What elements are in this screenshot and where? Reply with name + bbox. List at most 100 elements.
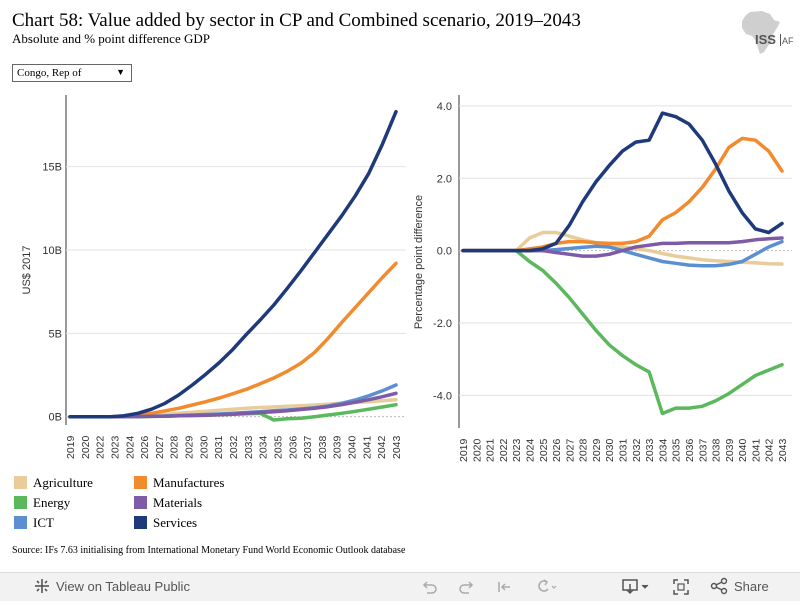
x-tick-label: 2039 <box>332 435 344 459</box>
legend-label: ICT <box>33 515 54 530</box>
legend-item-services[interactable]: Services <box>134 514 197 532</box>
x-tick-label: 2042 <box>764 438 776 462</box>
series-line-energy <box>461 248 784 416</box>
x-tick-label: 2038 <box>317 435 329 459</box>
x-tick-label: 2022 <box>498 438 510 462</box>
revert-button[interactable] <box>496 573 514 601</box>
series-line-agriculture <box>461 230 784 266</box>
x-tick-label: 2020 <box>80 435 92 459</box>
source-note: Source: IFs 7.63 initialising from Inter… <box>12 545 406 556</box>
legend-swatch <box>14 496 27 509</box>
x-tick-label: 2031 <box>618 438 630 462</box>
logo-text-afi: AFI <box>782 36 794 46</box>
x-tick-label: 2022 <box>95 435 107 459</box>
series-line-services <box>68 109 398 419</box>
x-tick-label: 2034 <box>258 435 270 459</box>
x-tick-label: 2032 <box>631 438 643 462</box>
x-tick-label: 2031 <box>213 435 225 459</box>
view-on-tableau-button[interactable]: View on Tableau Public <box>34 573 190 601</box>
legend-label: Energy <box>33 495 71 510</box>
legend-label: Manufactures <box>153 475 225 490</box>
legend: Agriculture Manufactures Energy Material… <box>14 474 314 534</box>
legend-item-materials[interactable]: Materials <box>134 494 202 512</box>
logo-text: ISS <box>755 32 776 47</box>
series-line-ict <box>461 239 784 268</box>
chart-title: Chart 58: Value added by sector in CP an… <box>12 10 581 31</box>
legend-item-ict[interactable]: ICT <box>14 514 54 532</box>
share-label: Share <box>734 579 769 594</box>
legend-swatch <box>14 476 27 489</box>
x-tick-label: 2023 <box>511 438 523 462</box>
x-tick-label: 2043 <box>391 435 403 459</box>
x-tick-label: 2021 <box>485 438 497 462</box>
redo-button[interactable] <box>458 573 476 601</box>
share-icon <box>710 577 728 595</box>
undo-icon <box>422 581 437 594</box>
fullscreen-button[interactable] <box>672 573 690 601</box>
x-tick-label: 2040 <box>737 438 749 462</box>
x-tick-label: 2026 <box>139 435 151 459</box>
legend-label: Agriculture <box>33 475 93 490</box>
refresh-button[interactable] <box>534 573 558 601</box>
x-tick-label: 2028 <box>169 435 181 459</box>
africa-map-icon <box>742 11 780 54</box>
y-axis-title: Percentage point difference <box>413 195 425 329</box>
chart-subtitle: Absolute and % point difference GDP <box>12 31 210 46</box>
share-button[interactable]: Share <box>710 573 769 601</box>
x-tick-label: 2041 <box>361 435 373 459</box>
x-tick-label: 2039 <box>724 438 736 462</box>
view-on-tableau-label: View on Tableau Public <box>56 579 190 594</box>
legend-label: Services <box>153 515 198 530</box>
x-tick-label: 2043 <box>777 438 789 462</box>
country-filter-value: Congo, Rep of <box>17 67 82 79</box>
undo-button[interactable] <box>420 573 438 601</box>
x-tick-label: 2032 <box>228 435 240 459</box>
y-tick-label: 0B <box>49 412 62 424</box>
legend-item-manufactures[interactable]: Manufactures <box>134 474 224 492</box>
x-tick-label: 2030 <box>604 438 616 462</box>
y-tick-label: 10B <box>42 245 62 257</box>
y-tick-label: -4.0 <box>433 390 452 402</box>
series-line-services <box>461 111 784 253</box>
x-tick-label: 2024 <box>124 435 136 459</box>
x-tick-label: 2033 <box>243 435 255 459</box>
x-tick-label: 2029 <box>184 435 196 459</box>
x-tick-label: 2024 <box>524 438 536 462</box>
x-tick-label: 2023 <box>109 435 121 459</box>
series-line-manufactures <box>461 136 784 253</box>
y-tick-label: 2.0 <box>437 173 452 185</box>
x-tick-label: 2035 <box>671 438 683 462</box>
x-tick-label: 2019 <box>458 438 470 462</box>
x-tick-label: 2025 <box>538 438 550 462</box>
legend-item-agriculture[interactable]: Agriculture <box>14 474 93 492</box>
country-filter-dropdown[interactable]: Congo, Rep of ▼ <box>12 64 132 82</box>
dropdown-arrow-icon: ▼ <box>116 67 125 77</box>
x-tick-label: 2037 <box>697 438 709 462</box>
x-tick-label: 2036 <box>684 438 696 462</box>
x-tick-label: 2030 <box>198 435 210 459</box>
x-tick-label: 2037 <box>302 435 314 459</box>
x-tick-label: 2027 <box>564 438 576 462</box>
x-tick-label: 2033 <box>644 438 656 462</box>
x-tick-label: 2042 <box>376 435 388 459</box>
tableau-logo-icon <box>35 579 49 593</box>
y-tick-label: 5B <box>49 328 62 340</box>
y-tick-label: 15B <box>42 162 62 174</box>
y-tick-label: 0.0 <box>437 246 452 258</box>
x-tick-label: 2029 <box>591 438 603 462</box>
x-tick-label: 2028 <box>578 438 590 462</box>
download-button[interactable] <box>622 573 652 601</box>
x-tick-label: 2036 <box>287 435 299 459</box>
legend-item-energy[interactable]: Energy <box>14 494 70 512</box>
legend-label: Materials <box>153 495 203 510</box>
x-tick-label: 2026 <box>551 438 563 462</box>
download-icon <box>622 579 649 595</box>
legend-swatch <box>14 516 27 529</box>
fullscreen-icon <box>673 579 689 595</box>
iss-afi-logo: ISS AFI <box>742 11 794 54</box>
x-tick-label: 2041 <box>750 438 762 462</box>
refresh-icon <box>538 579 557 592</box>
y-tick-label: -2.0 <box>433 318 452 330</box>
x-tick-label: 2019 <box>65 435 77 459</box>
